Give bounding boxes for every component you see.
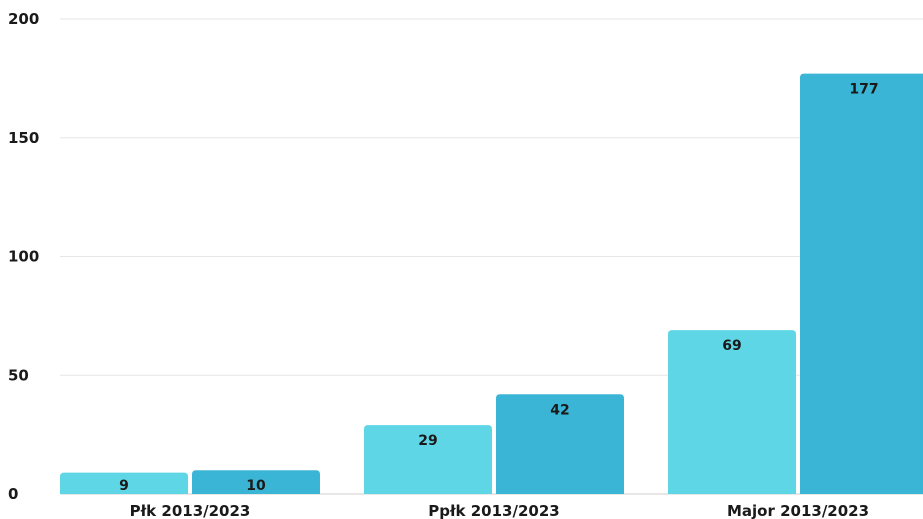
y-tick-label: 50	[8, 366, 29, 384]
data-label: 9	[119, 478, 129, 494]
x-category-label: Płk 2013/2023	[130, 502, 251, 519]
data-label: 42	[550, 402, 569, 418]
data-label: 69	[722, 338, 741, 354]
x-category-label: Ppłk 2013/2023	[428, 502, 559, 519]
data-label: 10	[246, 478, 266, 494]
bar-series-1-1	[364, 425, 492, 494]
y-axis-ticks: 0 50 100 150 200	[8, 10, 39, 503]
x-axis-categories: Płk 2013/2023 Ppłk 2013/2023 Major 2013/20…	[130, 502, 869, 519]
data-labels: 9 10 29 42 69 177	[119, 82, 878, 494]
bars	[60, 73, 923, 494]
x-category-label: Major 2013/2023	[727, 502, 869, 519]
data-label: 177	[849, 82, 878, 98]
bar-series-2-0	[192, 470, 320, 494]
y-tick-label: 200	[8, 10, 39, 28]
bar-series-1-0	[60, 472, 188, 494]
y-tick-label: 0	[8, 485, 18, 503]
data-label: 29	[418, 433, 437, 449]
bar-series-2-1	[496, 394, 624, 494]
bar-series-2-2	[800, 73, 923, 494]
bar-series-1-2	[668, 330, 796, 494]
y-tick-label: 100	[8, 248, 39, 266]
y-tick-label: 150	[8, 129, 39, 147]
